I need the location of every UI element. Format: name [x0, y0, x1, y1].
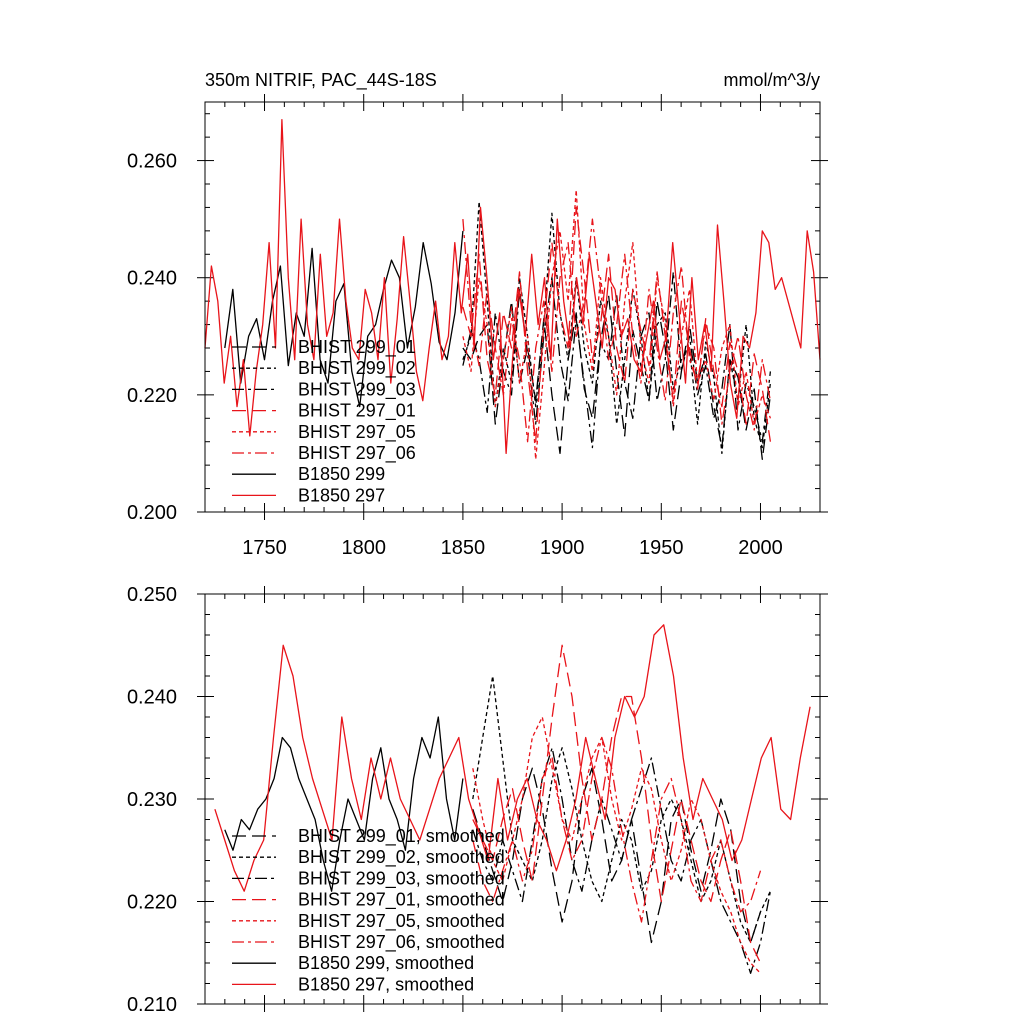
- legend-label: BHIST 297_01: [298, 401, 416, 422]
- p0-ytick-label-0.200: 0.200: [127, 502, 177, 524]
- p1-ytick-label-0.240: 0.240: [127, 687, 177, 709]
- legend-label: BHIST 297_06, smoothed: [298, 932, 505, 953]
- series-line-bhist-299-03-smoothed: [472, 747, 772, 974]
- legend-label: BHIST 297_05, smoothed: [298, 911, 505, 932]
- p1-ytick-label-0.210: 0.210: [127, 994, 177, 1016]
- legend-label: BHIST 299_02: [298, 358, 416, 379]
- panel-top-units: mmol/m^3/y: [724, 70, 820, 90]
- series-line-bhist-297-06-smoothed: [472, 736, 762, 923]
- legend-label: BHIST 299_03, smoothed: [298, 868, 505, 889]
- legend-label: B1850 299: [298, 464, 385, 484]
- p0-ytick-label-0.260: 0.260: [127, 151, 177, 173]
- series-line-bhist-299-03: [462, 271, 772, 449]
- p0-ytick-label-0.240: 0.240: [127, 268, 177, 290]
- legend-label: B1850 299, smoothed: [298, 953, 474, 973]
- panel-top: 350m NITRIF, PAC_44S-18S mmol/m^3/y 1750…: [127, 70, 828, 559]
- xtick-label-1750: 1750: [242, 537, 287, 559]
- legend-label: B1850 297: [298, 485, 385, 505]
- legend-label: BHIST 299_01: [298, 337, 416, 358]
- series-line-bhist-297-06: [462, 218, 772, 443]
- xtick-label-2000: 2000: [738, 537, 783, 559]
- legend-label: BHIST 297_06: [298, 443, 416, 464]
- xtick-label-1850: 1850: [441, 537, 486, 559]
- xtick-label-1900: 1900: [540, 537, 585, 559]
- legend-label: BHIST 297_01, smoothed: [298, 890, 505, 911]
- panel-top-frame: [204, 101, 821, 513]
- p0-ytick-label-0.220: 0.220: [127, 385, 177, 407]
- series-line-bhist-297-01-smoothed: [472, 644, 762, 964]
- p1-ytick-label-0.230: 0.230: [127, 789, 177, 811]
- p1-ytick-label-0.220: 0.220: [127, 892, 177, 914]
- legend-label: BHIST 299_03: [298, 379, 416, 400]
- legend-label: BHIST 297_05: [298, 422, 416, 443]
- legend-label: B1850 297, smoothed: [298, 974, 474, 994]
- series-line-bhist-297-05-smoothed: [472, 716, 761, 974]
- panel-bottom-frame: [204, 593, 821, 1005]
- legend-label: BHIST 299_01, smoothed: [298, 826, 505, 847]
- p1-ytick-label-0.250: 0.250: [127, 584, 177, 606]
- series-line-b1850-297-smoothed: [214, 624, 811, 892]
- series-line-b1850-297: [204, 118, 821, 455]
- series-line-bhist-299-01-smoothed: [472, 767, 762, 944]
- legend-label: BHIST 299_02, smoothed: [298, 847, 505, 868]
- series-line-b1850-299-smoothed: [224, 716, 464, 892]
- xtick-label-1800: 1800: [341, 537, 386, 559]
- xtick-label-1950: 1950: [639, 537, 684, 559]
- panel-top-title: 350m NITRIF, PAC_44S-18S: [205, 70, 437, 91]
- panel-bottom: 0.210 0.220 0.230 0.240 0.250 BHIST 299_01, …: [127, 584, 828, 1016]
